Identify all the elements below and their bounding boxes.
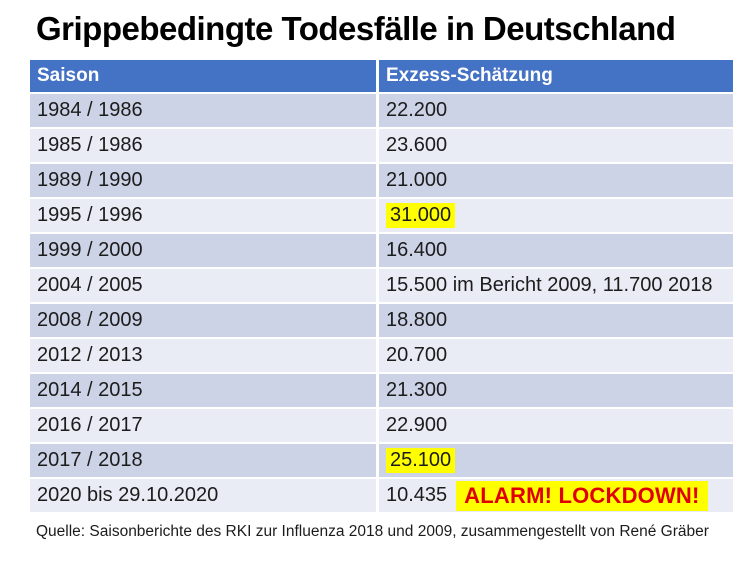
value-cell: 22.900 [379,409,733,442]
value-cell: 20.700 [379,339,733,372]
table-header-row: Saison Exzess-Schätzung [30,60,733,94]
table-row: 2012 / 2013 20.700 [30,339,733,374]
season-cell: 2017 / 2018 [30,444,376,477]
alarm-badge: ALARM! LOCKDOWN! [456,480,708,511]
season-cell: 2004 / 2005 [30,269,376,302]
value-text: 22.900 [386,414,448,436]
season-cell: 2014 / 2015 [30,374,376,407]
value-text: 15.500 im Bericht 2009, 11.700 2018 [386,274,713,296]
value-cell: 21.300 [379,374,733,407]
table-row: 1999 / 2000 16.400 [30,234,733,269]
table-row: 2020 bis 29.10.2020 10.435 ALARM! LOCKDOWN… [30,479,733,514]
table-row: 2004 / 2005 15.500 im Bericht 2009, 11.70… [30,269,733,304]
source-note: Quelle: Saisonberichte des RKI zur Influ… [36,523,709,540]
value-text: 21.300 [386,379,448,401]
header-cell-exzess-schaetzung: Exzess-Schätzung [379,60,733,92]
season-cell: 1989 / 1990 [30,164,376,197]
value-cell: 31.000 [379,199,733,232]
value-text: 16.400 [386,239,448,261]
value-cell: 15.500 im Bericht 2009, 11.700 2018 [379,269,733,302]
table-row: 2008 / 2009 18.800 [30,304,733,339]
season-cell: 1984 / 1986 [30,94,376,127]
table-body: 1984 / 1986 22.200 1985 / 1986 23.600 1989 /… [30,94,733,514]
season-cell: 1995 / 1996 [30,199,376,232]
season-cell: 2012 / 2013 [30,339,376,372]
data-table: Saison Exzess-Schätzung 1984 / 1986 22.20… [30,60,733,514]
table-row: 1984 / 1986 22.200 [30,94,733,129]
value-cell: 25.100 [379,444,733,477]
value-text: 18.800 [386,309,448,331]
season-cell: 2020 bis 29.10.2020 [30,479,376,512]
value-text: 20.700 [386,344,448,366]
value-cell: 22.200 [379,94,733,127]
season-cell: 2008 / 2009 [30,304,376,337]
season-cell: 1985 / 1986 [30,129,376,162]
page-title: Grippebedingte Todesfälle in Deutschland [36,10,676,47]
header-cell-saison: Saison [30,60,376,92]
value-text: 10.435 [386,484,448,506]
table-row: 1989 / 1990 21.000 [30,164,733,199]
table-row: 1995 / 1996 31.000 [30,199,733,234]
table-row: 2016 / 2017 22.900 [30,409,733,444]
value-cell: 21.000 [379,164,733,197]
value-text: 21.000 [386,169,448,191]
value-cell: 16.400 [379,234,733,267]
value-cell: 10.435 ALARM! LOCKDOWN! [379,479,733,512]
value-cell: 23.600 [379,129,733,162]
table-row: 2014 / 2015 21.300 [30,374,733,409]
value-cell: 18.800 [379,304,733,337]
value-highlighted: 31.000 [386,203,456,228]
season-cell: 1999 / 2000 [30,234,376,267]
value-text: 23.600 [386,134,448,156]
table-row: 2017 / 2018 25.100 [30,444,733,479]
season-cell: 2016 / 2017 [30,409,376,442]
table-row: 1985 / 1986 23.600 [30,129,733,164]
value-text: 22.200 [386,99,448,121]
value-highlighted: 25.100 [386,448,456,473]
